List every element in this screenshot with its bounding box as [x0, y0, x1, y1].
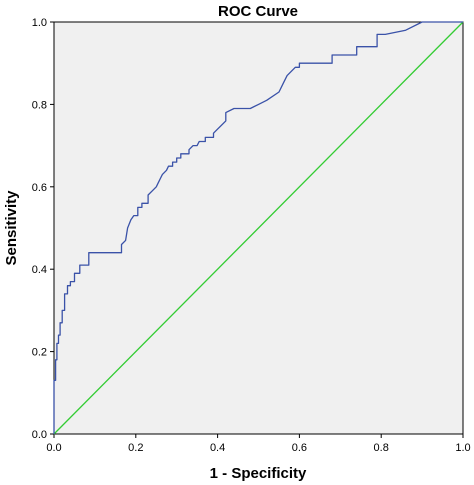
chart-title: ROC Curve [218, 3, 298, 20]
x-tick-label: 0.6 [292, 442, 307, 454]
y-tick-label: 0.0 [32, 429, 47, 441]
y-tick-label: 0.2 [32, 347, 47, 359]
y-tick-label: 1.0 [32, 17, 47, 29]
y-tick-label: 0.8 [32, 99, 47, 111]
x-tick-label: 0.2 [128, 442, 143, 454]
y-axis: 0.0 0.2 0.4 0.6 0.8 1.0 [32, 17, 54, 441]
roc-curve-line [53, 21, 463, 434]
x-tick-label: 0.0 [46, 442, 61, 454]
y-axis-label: Sensitivity [3, 190, 20, 266]
x-axis-label: 1 - Specificity [210, 465, 307, 482]
y-tick-label: 0.6 [32, 182, 47, 194]
y-tick-label: 0.4 [32, 264, 47, 276]
x-tick-label: 0.8 [374, 442, 389, 454]
series-layer [53, 21, 464, 435]
x-tick-label: 0.4 [210, 442, 225, 454]
reference-line-line [53, 21, 464, 435]
x-tick-label: 1.0 [455, 442, 470, 454]
x-axis: 0.0 0.2 0.4 0.6 0.8 1.0 [46, 434, 471, 454]
